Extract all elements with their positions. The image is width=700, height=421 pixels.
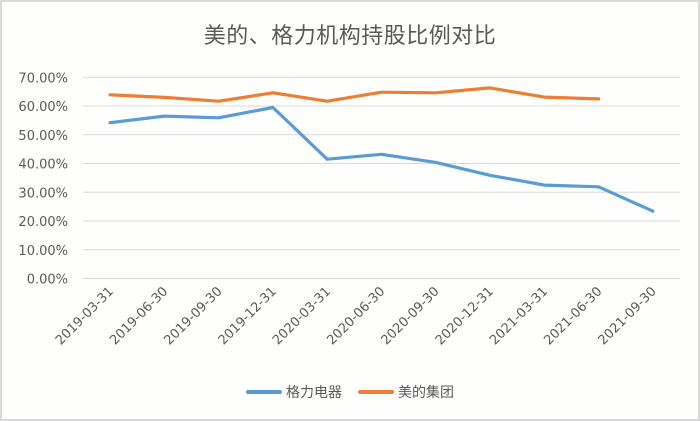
y-tick-label: 0.00% bbox=[27, 273, 68, 288]
legend-label-midea: 美的集团 bbox=[398, 385, 454, 401]
x-axis-ticks: 2019-03-312019-06-302019-09-302019-12-31… bbox=[53, 284, 660, 348]
y-tick-label: 60.00% bbox=[18, 100, 68, 115]
gridlines bbox=[83, 76, 680, 279]
legend-label-gree: 格力电器 bbox=[286, 385, 342, 401]
legend-item-midea[interactable]: 美的集团 bbox=[358, 382, 454, 402]
y-tick-label: 30.00% bbox=[18, 186, 68, 201]
y-tick-label: 10.00% bbox=[18, 244, 68, 259]
y-tick-label: 70.00% bbox=[18, 71, 68, 86]
y-tick-label: 40.00% bbox=[18, 158, 68, 173]
chart-legend: 格力电器 美的集团 bbox=[0, 382, 700, 402]
y-axis-ticks: 0.00% 10.00% 20.00% 30.00% 40.00% 50.00% 60.00… bbox=[18, 71, 68, 287]
legend-swatch-gree bbox=[246, 390, 282, 394]
y-tick-label: 50.00% bbox=[18, 129, 68, 144]
series-line-gree bbox=[108, 105, 655, 213]
legend-swatch-midea bbox=[358, 390, 394, 394]
series-line-midea bbox=[108, 86, 601, 103]
y-tick-label: 20.00% bbox=[18, 215, 68, 230]
x-tick-label: 2021-09-30 bbox=[596, 284, 660, 348]
chart-title: 美的、格力机构持股比例对比 bbox=[203, 24, 497, 49]
legend-item-gree[interactable]: 格力电器 bbox=[246, 382, 342, 402]
